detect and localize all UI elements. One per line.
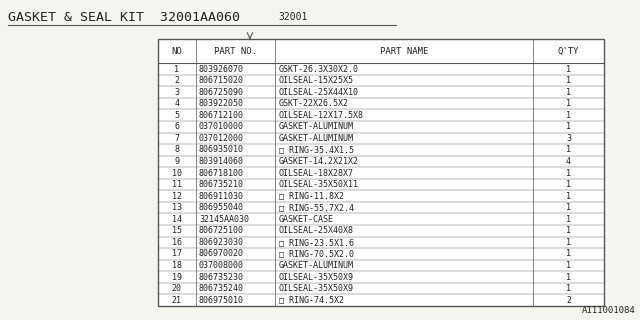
Text: OILSEAL-35X50X11: OILSEAL-35X50X11 — [278, 180, 358, 189]
Text: 1: 1 — [566, 88, 571, 97]
Text: 806923030: 806923030 — [199, 238, 244, 247]
Text: □ RING-55.7X2.4: □ RING-55.7X2.4 — [278, 203, 353, 212]
Text: 17: 17 — [172, 249, 182, 259]
Text: 1: 1 — [174, 65, 179, 74]
Text: 2: 2 — [174, 76, 179, 85]
Text: A111001084: A111001084 — [582, 307, 636, 316]
Text: □ RING-11.8X2: □ RING-11.8X2 — [278, 192, 344, 201]
Text: GASKET-CASE: GASKET-CASE — [278, 215, 333, 224]
Text: GASKET-14.2X21X2: GASKET-14.2X21X2 — [278, 157, 358, 166]
Text: OILSEAL-12X17.5X8: OILSEAL-12X17.5X8 — [278, 111, 364, 120]
Text: 1: 1 — [566, 122, 571, 131]
Text: □ RING-23.5X1.6: □ RING-23.5X1.6 — [278, 238, 353, 247]
Text: OILSEAL-35X50X9: OILSEAL-35X50X9 — [278, 284, 353, 293]
Text: 806735210: 806735210 — [199, 180, 244, 189]
Text: GASKET-ALUMINUM: GASKET-ALUMINUM — [278, 261, 353, 270]
Text: OILSEAL-25X44X10: OILSEAL-25X44X10 — [278, 88, 358, 97]
Text: PART NAME: PART NAME — [380, 47, 429, 56]
Text: Q'TY: Q'TY — [558, 47, 579, 56]
Text: 1: 1 — [566, 145, 571, 155]
Text: 1: 1 — [566, 192, 571, 201]
Text: 037008000: 037008000 — [199, 261, 244, 270]
Text: 4: 4 — [566, 157, 571, 166]
Text: 18: 18 — [172, 261, 182, 270]
Text: 037010000: 037010000 — [199, 122, 244, 131]
Text: 3: 3 — [174, 88, 179, 97]
Text: 10: 10 — [172, 169, 182, 178]
Text: 11: 11 — [172, 180, 182, 189]
Text: OILSEAL-35X50X9: OILSEAL-35X50X9 — [278, 273, 353, 282]
Text: 1: 1 — [566, 249, 571, 259]
Text: 1: 1 — [566, 169, 571, 178]
Text: OILSEAL-18X28X7: OILSEAL-18X28X7 — [278, 169, 353, 178]
Text: 1: 1 — [566, 226, 571, 235]
Text: 806935010: 806935010 — [199, 145, 244, 155]
Text: 13: 13 — [172, 203, 182, 212]
FancyBboxPatch shape — [157, 39, 604, 306]
Text: 803926070: 803926070 — [199, 65, 244, 74]
Text: GSKT-26.3X30X2.0: GSKT-26.3X30X2.0 — [278, 65, 358, 74]
Text: 19: 19 — [172, 273, 182, 282]
Text: OILSEAL-15X25X5: OILSEAL-15X25X5 — [278, 76, 353, 85]
Text: 20: 20 — [172, 284, 182, 293]
Text: 16: 16 — [172, 238, 182, 247]
Text: GASKET-ALUMINUM: GASKET-ALUMINUM — [278, 122, 353, 131]
Text: 1: 1 — [566, 99, 571, 108]
Text: 1: 1 — [566, 238, 571, 247]
Text: □ RING-35.4X1.5: □ RING-35.4X1.5 — [278, 145, 353, 155]
Text: 806718100: 806718100 — [199, 169, 244, 178]
Text: GSKT-22X26.5X2: GSKT-22X26.5X2 — [278, 99, 349, 108]
Text: 7: 7 — [174, 134, 179, 143]
Text: NO: NO — [172, 47, 182, 56]
Text: 8: 8 — [174, 145, 179, 155]
Text: 037012000: 037012000 — [199, 134, 244, 143]
Text: 806970020: 806970020 — [199, 249, 244, 259]
Text: 1: 1 — [566, 203, 571, 212]
Text: 32001: 32001 — [278, 12, 308, 22]
Text: 806911030: 806911030 — [199, 192, 244, 201]
Text: □ RING-74.5X2: □ RING-74.5X2 — [278, 296, 344, 305]
Text: 1: 1 — [566, 76, 571, 85]
Text: 806715020: 806715020 — [199, 76, 244, 85]
Text: 3: 3 — [566, 134, 571, 143]
Text: 1: 1 — [566, 111, 571, 120]
Text: 806735240: 806735240 — [199, 284, 244, 293]
Text: GASKET-ALUMINUM: GASKET-ALUMINUM — [278, 134, 353, 143]
Text: 32145AA030: 32145AA030 — [199, 215, 249, 224]
Text: 1: 1 — [566, 180, 571, 189]
Text: 803914060: 803914060 — [199, 157, 244, 166]
Text: 1: 1 — [566, 215, 571, 224]
Text: 806955040: 806955040 — [199, 203, 244, 212]
Text: OILSEAL-25X40X8: OILSEAL-25X40X8 — [278, 226, 353, 235]
Text: 9: 9 — [174, 157, 179, 166]
Text: 5: 5 — [174, 111, 179, 120]
Text: 1: 1 — [566, 273, 571, 282]
Text: 806725100: 806725100 — [199, 226, 244, 235]
Text: 806725090: 806725090 — [199, 88, 244, 97]
Text: 15: 15 — [172, 226, 182, 235]
Text: 803922050: 803922050 — [199, 99, 244, 108]
Text: GASKET & SEAL KIT  32001AA060: GASKET & SEAL KIT 32001AA060 — [8, 11, 240, 24]
Text: □ RING-70.5X2.0: □ RING-70.5X2.0 — [278, 249, 353, 259]
Text: 1: 1 — [566, 284, 571, 293]
Text: 806975010: 806975010 — [199, 296, 244, 305]
Text: 21: 21 — [172, 296, 182, 305]
Text: 1: 1 — [566, 261, 571, 270]
Text: PART NO.: PART NO. — [214, 47, 257, 56]
Text: 12: 12 — [172, 192, 182, 201]
Text: 6: 6 — [174, 122, 179, 131]
Text: 2: 2 — [566, 296, 571, 305]
Text: 806712100: 806712100 — [199, 111, 244, 120]
Text: 14: 14 — [172, 215, 182, 224]
Text: 4: 4 — [174, 99, 179, 108]
Text: 1: 1 — [566, 65, 571, 74]
Text: 806735230: 806735230 — [199, 273, 244, 282]
